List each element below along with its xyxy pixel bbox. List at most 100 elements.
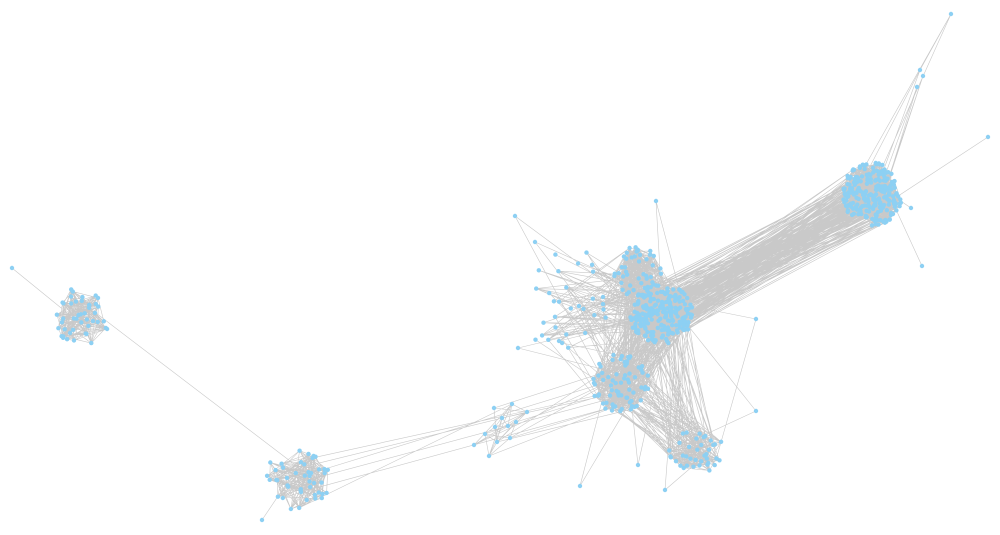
- node: [630, 325, 636, 330]
- node: [670, 323, 675, 328]
- node: [717, 458, 722, 463]
- node: [307, 479, 312, 484]
- node: [611, 352, 616, 358]
- node: [650, 333, 656, 338]
- node: [70, 327, 76, 332]
- node: [877, 178, 883, 183]
- node: [273, 467, 278, 473]
- node: [636, 328, 641, 333]
- node: [688, 456, 693, 461]
- node: [536, 268, 541, 273]
- node: [622, 265, 628, 270]
- node: [640, 311, 645, 316]
- node: [638, 323, 644, 329]
- node: [914, 84, 920, 90]
- node: [677, 319, 682, 324]
- node: [621, 274, 626, 279]
- node: [640, 370, 645, 375]
- node: [703, 433, 708, 439]
- node: [584, 250, 589, 255]
- node: [600, 294, 606, 300]
- node: [82, 311, 87, 316]
- node: [871, 170, 876, 175]
- node: [856, 196, 861, 202]
- node: [663, 314, 669, 319]
- node: [665, 318, 671, 323]
- node: [649, 330, 654, 335]
- node: [865, 176, 870, 181]
- node: [634, 403, 639, 409]
- node: [704, 456, 709, 461]
- node: [879, 184, 885, 189]
- node: [889, 179, 895, 185]
- node: [652, 338, 657, 343]
- node: [883, 170, 889, 175]
- node: [264, 473, 270, 478]
- node: [616, 271, 621, 276]
- node: [628, 315, 633, 320]
- node: [706, 460, 711, 466]
- node: [651, 253, 656, 259]
- node: [619, 280, 624, 286]
- node: [640, 316, 646, 321]
- node: [681, 323, 686, 328]
- node: [860, 204, 865, 209]
- node: [610, 402, 615, 407]
- node: [885, 196, 890, 202]
- node: [59, 320, 65, 325]
- node: [661, 300, 666, 305]
- node: [610, 378, 615, 383]
- node: [639, 281, 644, 286]
- node: [95, 319, 100, 325]
- node: [658, 271, 664, 276]
- node: [512, 213, 518, 219]
- node: [649, 317, 654, 322]
- node: [491, 405, 497, 411]
- node: [699, 442, 704, 448]
- node: [78, 312, 84, 317]
- node: [685, 295, 690, 301]
- node: [54, 312, 60, 317]
- node: [704, 452, 709, 457]
- node: [612, 273, 617, 279]
- node: [322, 466, 327, 472]
- node: [631, 390, 636, 395]
- node: [869, 223, 875, 228]
- node: [297, 505, 302, 511]
- node: [676, 306, 681, 312]
- node: [868, 192, 873, 197]
- node: [861, 196, 867, 201]
- node: [607, 393, 613, 398]
- node: [93, 301, 99, 307]
- node: [546, 337, 551, 342]
- node: [864, 162, 869, 167]
- node: [693, 457, 698, 463]
- node: [873, 198, 878, 203]
- node: [845, 194, 850, 200]
- node: [661, 289, 666, 295]
- node: [688, 312, 693, 317]
- node: [632, 302, 637, 307]
- node: [677, 299, 682, 304]
- node: [897, 204, 902, 209]
- node: [509, 401, 515, 407]
- node: [654, 283, 659, 288]
- node: [864, 215, 869, 220]
- node: [655, 290, 660, 296]
- node: [311, 480, 317, 486]
- node: [682, 319, 687, 324]
- node: [556, 299, 562, 304]
- node: [613, 380, 618, 386]
- node: [650, 263, 655, 268]
- node: [604, 400, 609, 405]
- node: [568, 306, 573, 311]
- node: [60, 335, 66, 340]
- node: [618, 357, 623, 362]
- node: [711, 442, 716, 448]
- node: [873, 177, 879, 183]
- node: [645, 386, 651, 391]
- node: [279, 461, 284, 466]
- node: [524, 409, 530, 415]
- node: [79, 320, 84, 325]
